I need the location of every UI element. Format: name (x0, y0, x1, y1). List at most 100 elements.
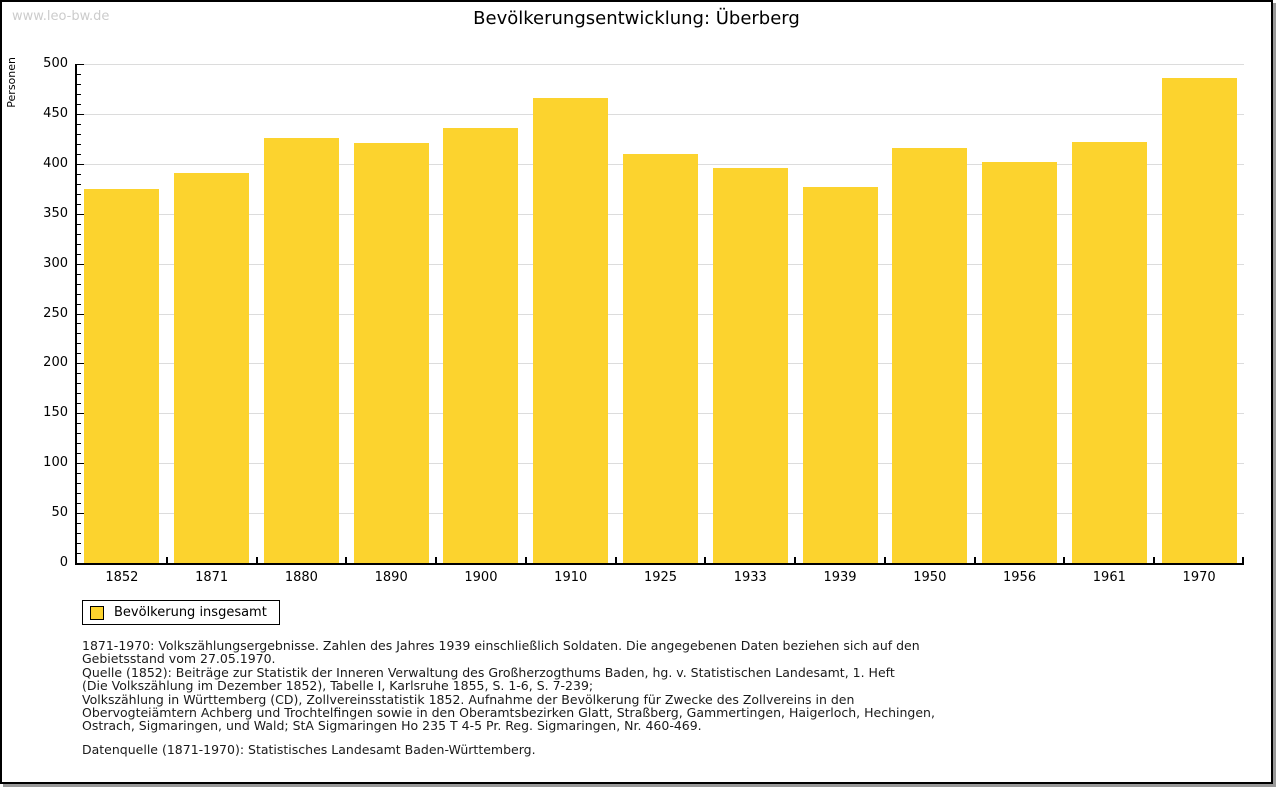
y-tick-160 (77, 403, 81, 405)
x-label-1970: 1970 (1182, 570, 1216, 585)
legend: Bevölkerung insgesamt (82, 600, 280, 625)
footnote-line-2: Gebietsstand vom 27.05.1970. (82, 651, 276, 667)
y-tick-label-500: 500 (43, 56, 68, 71)
x-label-1925: 1925 (643, 570, 678, 585)
y-tick-300 (77, 263, 84, 265)
y-axis-label: Personen (5, 57, 18, 108)
y-tick-210 (77, 353, 81, 355)
y-tick-10 (77, 553, 81, 555)
y-tick-430 (77, 133, 81, 135)
y-tick-200 (77, 363, 84, 365)
y-tick-460 (77, 103, 81, 105)
y-tick-label-300: 300 (43, 255, 68, 271)
x-tick-5 (524, 557, 527, 563)
y-tick-label-450: 450 (43, 105, 68, 121)
bar-1925 (623, 153, 698, 563)
y-tick-110 (77, 453, 81, 455)
y-tick-90 (77, 473, 81, 475)
x-tick-13 (1242, 557, 1244, 563)
y-tick-240 (77, 323, 81, 325)
x-label-1890: 1890 (374, 570, 408, 585)
x-label-1910: 1910 (554, 570, 588, 585)
bar-1871 (174, 172, 250, 563)
bar-1890 (353, 142, 429, 563)
y-tick-150 (77, 413, 84, 415)
x-label-1880: 1880 (284, 570, 318, 585)
y-tick-420 (77, 143, 81, 145)
y-tick-label-100: 100 (43, 455, 68, 471)
legend-label: Bevölkerung insgesamt (114, 605, 267, 620)
y-tick-120 (77, 443, 81, 445)
y-tick-270 (77, 293, 81, 295)
y-tick-260 (77, 303, 81, 305)
bar-1900 (443, 127, 519, 563)
footnote-line-7: Ostrach, Sigmaringen, und Wald; StA Sigm… (82, 718, 702, 734)
legend-swatch (90, 605, 104, 620)
bar-1880 (263, 137, 339, 563)
x-tick-6 (614, 557, 617, 563)
y-tick-170 (77, 393, 81, 395)
y-tick-340 (77, 223, 81, 225)
y-tick-470 (77, 93, 81, 95)
x-tick-11 (1063, 557, 1066, 563)
bar-1910 (533, 97, 609, 563)
footnote-line-4: (Die Volkszählung im Dezember 1852), Tab… (82, 678, 594, 694)
footnote-line-6: Obervogteiämtern Achberg und Trochtelfin… (82, 705, 935, 721)
x-label-1933: 1933 (733, 570, 767, 585)
x-label-1950: 1950 (913, 570, 947, 585)
y-tick-180 (77, 383, 81, 385)
gridline-450 (77, 113, 1244, 115)
y-axis-line (75, 64, 77, 565)
y-tick-450 (77, 113, 84, 115)
x-tick-12 (1153, 557, 1156, 563)
y-tick-290 (77, 273, 81, 275)
bar-1961 (1071, 141, 1147, 563)
y-tick-label-400: 400 (43, 155, 68, 171)
y-tick-label-150: 150 (43, 405, 68, 421)
bar-1956 (982, 161, 1058, 563)
y-tick-label-350: 350 (43, 205, 68, 221)
y-tick-190 (77, 373, 81, 375)
bar-1852 (84, 188, 160, 563)
x-tick-3 (345, 557, 348, 563)
y-tick-500 (77, 64, 84, 65)
y-tick-250 (77, 313, 84, 315)
y-tick-330 (77, 233, 81, 235)
y-tick-350 (77, 213, 84, 215)
y-tick-360 (77, 203, 81, 205)
x-tick-1 (165, 557, 168, 563)
datasource-line: Datenquelle (1871-1970): Statistisches L… (82, 742, 536, 757)
bar-1933 (712, 167, 788, 563)
y-tick-80 (77, 483, 81, 485)
y-tick-230 (77, 333, 81, 335)
y-tick-label-200: 200 (43, 355, 68, 371)
y-tick-70 (77, 493, 81, 495)
y-tick-50 (77, 513, 84, 515)
chart-title: Bevölkerungsentwicklung: Überberg (473, 8, 800, 29)
x-label-1852: 1852 (105, 570, 139, 585)
y-tick-480 (77, 83, 81, 85)
y-tick-310 (77, 253, 81, 255)
y-tick-400 (77, 163, 84, 165)
y-tick-140 (77, 423, 81, 425)
y-tick-30 (77, 533, 81, 535)
x-label-1961: 1961 (1092, 570, 1126, 585)
x-tick-4 (435, 557, 438, 563)
x-label-1956: 1956 (1003, 570, 1037, 585)
y-tick-370 (77, 193, 81, 195)
y-tick-280 (77, 283, 81, 285)
gridline-500 (77, 64, 1244, 65)
y-tick-100 (77, 463, 84, 465)
y-tick-390 (77, 173, 81, 175)
x-tick-10 (973, 557, 976, 563)
y-tick-label-50: 50 (51, 505, 68, 521)
footnotes: 1871-1970: Volkszählungsergebnisse. Zahl… (82, 639, 935, 733)
bar-1970 (1161, 77, 1237, 563)
y-tick-380 (77, 183, 81, 185)
y-tick-410 (77, 153, 81, 155)
x-tick-9 (883, 557, 886, 563)
bar-1939 (802, 186, 878, 563)
footnote-line-3: Quelle (1852): Beiträge zur Statistik de… (82, 664, 895, 680)
x-tick-2 (255, 557, 258, 563)
y-tick-320 (77, 243, 81, 245)
